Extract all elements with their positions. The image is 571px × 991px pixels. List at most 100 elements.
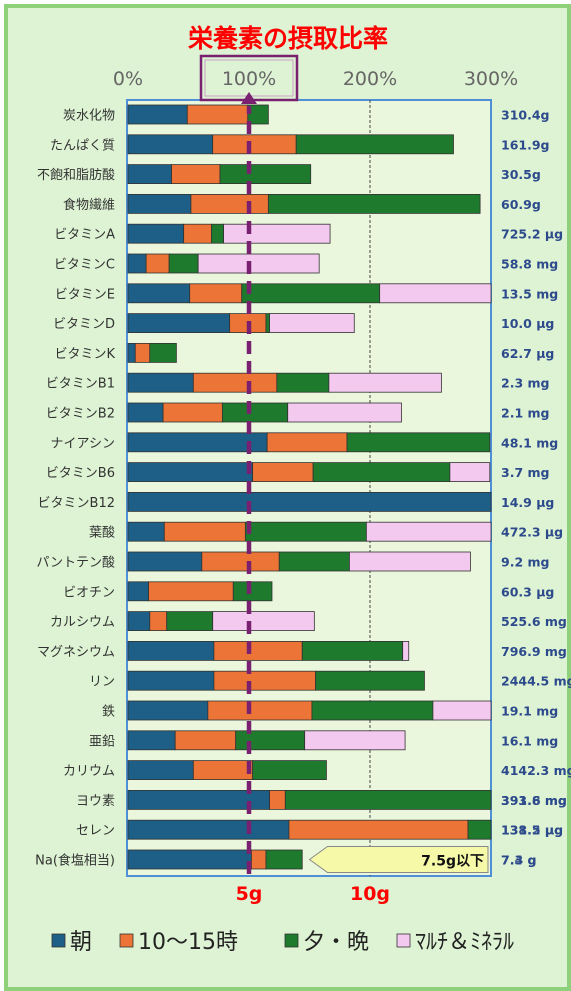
plot-area bbox=[126, 99, 492, 877]
total-label: 7.3 g bbox=[501, 853, 536, 868]
bar-segment bbox=[269, 790, 286, 810]
category-label: マグネシウム bbox=[37, 645, 115, 660]
bar-segment bbox=[171, 164, 221, 185]
total-label: 48.1 mg bbox=[501, 435, 558, 450]
total-label: 161.9g bbox=[501, 137, 550, 152]
category-label: ビタミンE bbox=[55, 287, 115, 302]
total-label: 14.9 μg bbox=[501, 495, 554, 510]
category-label: 鉄 bbox=[102, 705, 115, 720]
legend-label: ﾏﾙﾁ＆ﾐﾈﾗﾙ bbox=[415, 930, 514, 955]
bar-segment bbox=[174, 730, 237, 751]
bar-segment bbox=[269, 313, 355, 334]
bar-segment bbox=[127, 760, 194, 780]
bar-segment bbox=[284, 790, 492, 810]
total-label: 13.5 mg bbox=[501, 286, 558, 301]
total-label: 393.6 mg bbox=[501, 793, 567, 808]
bar-segment bbox=[232, 581, 273, 602]
total-label-overprint: 131.2 μg bbox=[501, 823, 563, 838]
total-label: 2444.5 mg bbox=[501, 674, 571, 689]
salt-limit-arrow bbox=[308, 846, 489, 873]
bar-segment bbox=[201, 551, 280, 572]
bar-segment bbox=[192, 372, 278, 393]
total-label: 19.1 mg bbox=[501, 704, 558, 719]
category-label: パントテン酸 bbox=[36, 556, 115, 571]
legend-swatch bbox=[119, 933, 134, 948]
category-label: ビタミンB6 bbox=[46, 466, 115, 481]
bar-segment bbox=[149, 611, 168, 631]
category-label: 食物繊維 bbox=[63, 197, 115, 213]
salt-axis-label: 5g bbox=[236, 883, 263, 905]
total-label: 138.5 μg bbox=[501, 823, 563, 838]
category-label: ビタミンA bbox=[54, 228, 115, 243]
bar-segment bbox=[127, 253, 147, 274]
bar-segment bbox=[127, 372, 194, 393]
total-label: 525.6 mg bbox=[501, 614, 567, 629]
bar-segment bbox=[219, 164, 312, 185]
total-label: 2.1 mg bbox=[501, 406, 549, 421]
x-tick-label: 200% bbox=[343, 68, 397, 90]
bar-segment bbox=[197, 253, 320, 274]
bar-segment bbox=[287, 402, 402, 423]
legend-swatch bbox=[284, 933, 299, 948]
total-label: 30.5g bbox=[501, 167, 541, 182]
bar-segment bbox=[127, 641, 215, 661]
legend-label: 夕・晩 bbox=[303, 930, 369, 955]
bar-segment bbox=[312, 462, 451, 483]
bar-segment bbox=[127, 342, 136, 363]
total-label: 58.8 mg bbox=[501, 257, 558, 272]
bar-segment bbox=[127, 700, 209, 721]
bar-segment bbox=[127, 402, 164, 423]
total-label: 10.0 μg bbox=[501, 316, 554, 331]
bar-segment bbox=[288, 819, 469, 840]
bar-segment bbox=[213, 641, 303, 661]
bar-segment bbox=[211, 223, 224, 244]
salt-axis-label: 10g bbox=[350, 883, 390, 905]
bar-segment bbox=[365, 521, 492, 542]
bar-segment bbox=[402, 641, 410, 661]
bar-segment bbox=[127, 432, 268, 453]
total-label: 16.1 mg bbox=[501, 733, 558, 748]
bar-segment bbox=[328, 372, 442, 393]
bar-segment bbox=[432, 700, 492, 721]
bar-segment bbox=[349, 551, 471, 572]
reference-arrow bbox=[241, 92, 257, 104]
bar-segment bbox=[163, 521, 246, 542]
category-label: 不飽和脂肪酸 bbox=[37, 167, 115, 183]
total-label: 4142.3 mg bbox=[501, 763, 571, 778]
category-label: ビタミンC bbox=[54, 258, 115, 273]
total-label: 60.9g bbox=[501, 197, 541, 212]
total-label: 725.2 μg bbox=[501, 227, 563, 242]
x-tick-label: 0% bbox=[113, 68, 143, 90]
total-label: 62.7 μg bbox=[501, 346, 554, 361]
bar-segment bbox=[241, 283, 381, 304]
salt-limit-label: 7.5g以下 bbox=[421, 854, 484, 870]
bar-segment bbox=[278, 551, 350, 572]
bar-segment bbox=[379, 283, 492, 304]
category-label: ビタミンB12 bbox=[38, 496, 115, 511]
category-label: ビタミンB1 bbox=[46, 377, 115, 392]
total-label: 9.2 mg bbox=[501, 555, 549, 570]
category-label: 亜鉛 bbox=[89, 734, 115, 749]
bar-segment bbox=[244, 521, 367, 542]
bar-segment bbox=[148, 581, 234, 602]
bar-segment bbox=[266, 432, 348, 453]
bar-segment bbox=[127, 134, 214, 155]
legend-label: 10～15時 bbox=[138, 930, 238, 955]
category-label: 葉酸 bbox=[89, 526, 115, 541]
total-label-overprint: 7.4 g bbox=[501, 853, 536, 868]
bar-segment bbox=[221, 402, 289, 423]
bar-segment bbox=[127, 104, 188, 125]
bar-segment bbox=[251, 849, 267, 870]
legend-label: 朝 bbox=[70, 930, 92, 955]
category-label: ヨウ素 bbox=[76, 794, 115, 809]
bar-segment bbox=[252, 462, 314, 483]
bar-segment bbox=[295, 134, 454, 155]
bar-segment bbox=[213, 670, 316, 691]
bar-segment bbox=[265, 849, 303, 870]
bar-segment bbox=[127, 521, 165, 542]
total-label: 2.3 mg bbox=[501, 376, 549, 391]
bar-segment bbox=[212, 134, 297, 155]
category-label: Na(食塩相当) bbox=[35, 853, 115, 869]
bar-segment bbox=[127, 611, 151, 631]
bar-segment bbox=[166, 611, 214, 631]
